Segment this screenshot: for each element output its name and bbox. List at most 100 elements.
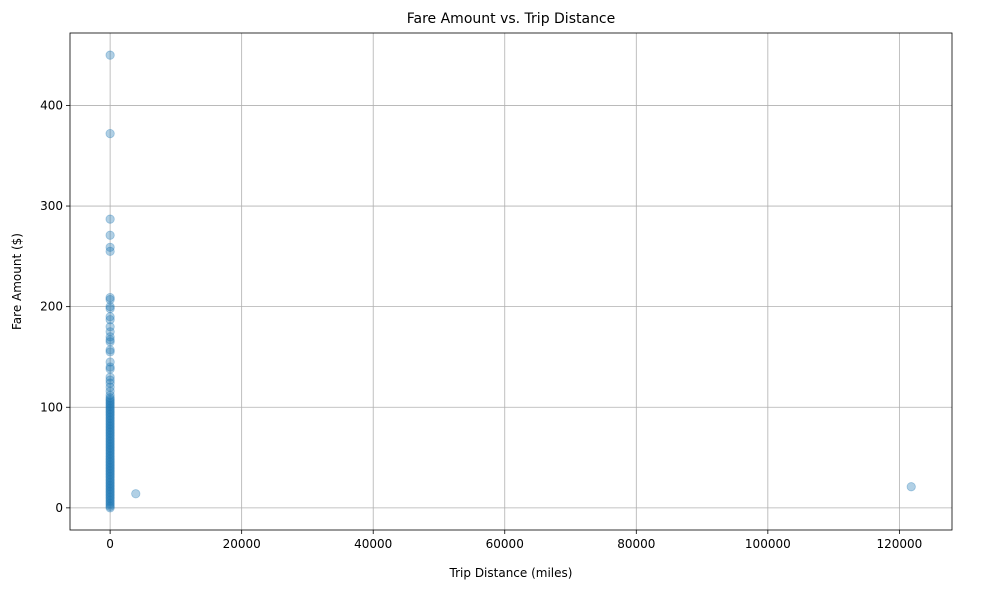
- data-point: [105, 423, 115, 433]
- data-point: [105, 495, 115, 505]
- data-point: [105, 477, 115, 487]
- y-tick-label: 200: [40, 300, 63, 314]
- data-point: [105, 436, 115, 447]
- data-point: [105, 438, 115, 448]
- data-point: [105, 459, 115, 469]
- data-point: [105, 405, 115, 415]
- data-point: [105, 447, 115, 457]
- data-point: [105, 480, 115, 490]
- x-tick-label: 100000: [745, 537, 791, 551]
- data-point: [105, 433, 115, 444]
- data-point: [105, 230, 115, 240]
- data-point: [105, 432, 115, 442]
- data-point: [105, 345, 115, 355]
- data-point: [105, 503, 115, 513]
- y-tick-label: 400: [40, 98, 63, 112]
- data-point: [105, 372, 115, 382]
- data-point: [105, 408, 115, 418]
- data-point: [105, 424, 115, 434]
- data-point: [105, 302, 115, 312]
- data-point: [105, 386, 115, 396]
- data-point: [105, 474, 115, 484]
- x-axis-label: Trip Distance (miles): [449, 566, 573, 580]
- data-point: [105, 468, 115, 478]
- data-point: [105, 400, 115, 410]
- data-point: [105, 414, 115, 424]
- data-point: [105, 417, 115, 427]
- grid: [70, 33, 952, 530]
- data-point: [105, 214, 115, 224]
- data-point: [105, 498, 115, 508]
- data-point: [105, 409, 115, 419]
- data-point: [105, 362, 115, 372]
- data-point: [105, 491, 115, 501]
- data-point: [105, 465, 115, 475]
- data-point: [105, 454, 115, 465]
- data-point: [105, 378, 115, 388]
- data-point: [105, 471, 115, 481]
- data-point: [105, 467, 115, 477]
- data-point: [105, 492, 115, 502]
- data-point: [105, 406, 115, 416]
- data-point: [105, 482, 115, 492]
- data-point: [105, 347, 115, 357]
- y-tick-label: 100: [40, 400, 63, 414]
- data-point: [105, 448, 115, 459]
- data-point: [906, 482, 916, 492]
- data-point: [105, 295, 115, 305]
- y-tick-label: 0: [55, 501, 63, 515]
- data-point: [105, 304, 115, 314]
- data-points: [105, 50, 916, 513]
- data-point: [105, 489, 115, 499]
- data-point: [105, 129, 115, 139]
- data-point: [105, 441, 115, 451]
- data-point: [131, 489, 141, 499]
- x-tick-label: 60000: [486, 537, 524, 551]
- data-point: [105, 476, 115, 486]
- axis-ticks: 0 20000 40000 60000 80000 100000 120000 0 100 200…: [40, 98, 922, 551]
- data-point: [105, 415, 115, 425]
- data-point: [105, 451, 115, 462]
- data-point: [105, 488, 115, 498]
- data-point: [105, 418, 115, 428]
- data-point: [105, 312, 115, 322]
- data-point: [105, 462, 115, 472]
- data-point: [105, 375, 115, 385]
- data-point: [105, 442, 115, 453]
- x-tick-label: 80000: [617, 537, 655, 551]
- data-point: [105, 421, 115, 431]
- data-point: [105, 479, 115, 489]
- x-tick-label: 20000: [223, 537, 261, 551]
- data-point: [105, 382, 115, 392]
- data-point: [105, 327, 115, 337]
- data-point: [105, 246, 115, 256]
- data-point: [105, 470, 115, 480]
- data-point: [105, 402, 115, 412]
- data-point: [105, 500, 115, 510]
- data-point: [105, 332, 115, 342]
- data-point: [105, 445, 115, 456]
- data-point: [105, 390, 115, 400]
- y-axis-label: Fare Amount ($): [10, 233, 24, 330]
- data-point: [105, 403, 115, 413]
- data-point: [105, 411, 115, 421]
- data-point: [105, 429, 115, 439]
- data-point: [105, 494, 115, 504]
- data-point: [105, 450, 115, 460]
- data-point: [105, 457, 115, 468]
- plot-frame: [69, 32, 953, 531]
- data-point: [105, 444, 115, 454]
- data-point: [105, 486, 115, 496]
- chart-title: Fare Amount vs. Trip Distance: [407, 11, 616, 27]
- data-point: [105, 426, 115, 436]
- data-point: [105, 394, 115, 404]
- y-tick-label: 300: [40, 199, 63, 213]
- data-point: [105, 50, 115, 60]
- data-point: [105, 501, 115, 511]
- data-point: [105, 412, 115, 422]
- data-point: [105, 427, 115, 438]
- data-point: [105, 439, 115, 450]
- data-point: [105, 397, 115, 407]
- x-tick-label: 0: [106, 537, 114, 551]
